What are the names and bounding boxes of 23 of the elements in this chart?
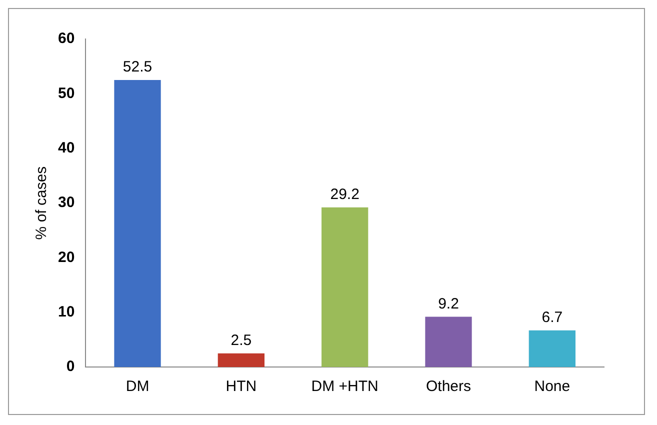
x-tick-label: DM +HTN [311, 378, 378, 396]
y-tick-label: 30 [58, 194, 75, 212]
x-tick-label: HTN [226, 378, 257, 396]
y-tick-label: 50 [58, 84, 75, 102]
data-label: 29.2 [330, 186, 360, 204]
y-tick-label: 10 [58, 303, 75, 320]
bar [218, 353, 265, 367]
bar [425, 316, 472, 367]
x-tick-label: DM [126, 378, 150, 396]
y-axis-title: % of cases [33, 166, 50, 240]
y-tick-label: 60 [58, 30, 75, 48]
y-tick-label: 20 [58, 248, 75, 266]
bar [528, 330, 576, 367]
y-tick-label: 40 [58, 139, 75, 156]
bar [114, 80, 161, 367]
data-label: 6.7 [542, 309, 563, 326]
bar [322, 207, 368, 367]
data-label: 9.2 [438, 295, 459, 312]
data-label: 52.5 [122, 58, 152, 76]
x-tick-label: None [534, 378, 570, 396]
y-tick-label: 0 [66, 358, 75, 376]
data-label: 2.5 [230, 332, 252, 349]
x-tick-label: Others [426, 378, 472, 396]
